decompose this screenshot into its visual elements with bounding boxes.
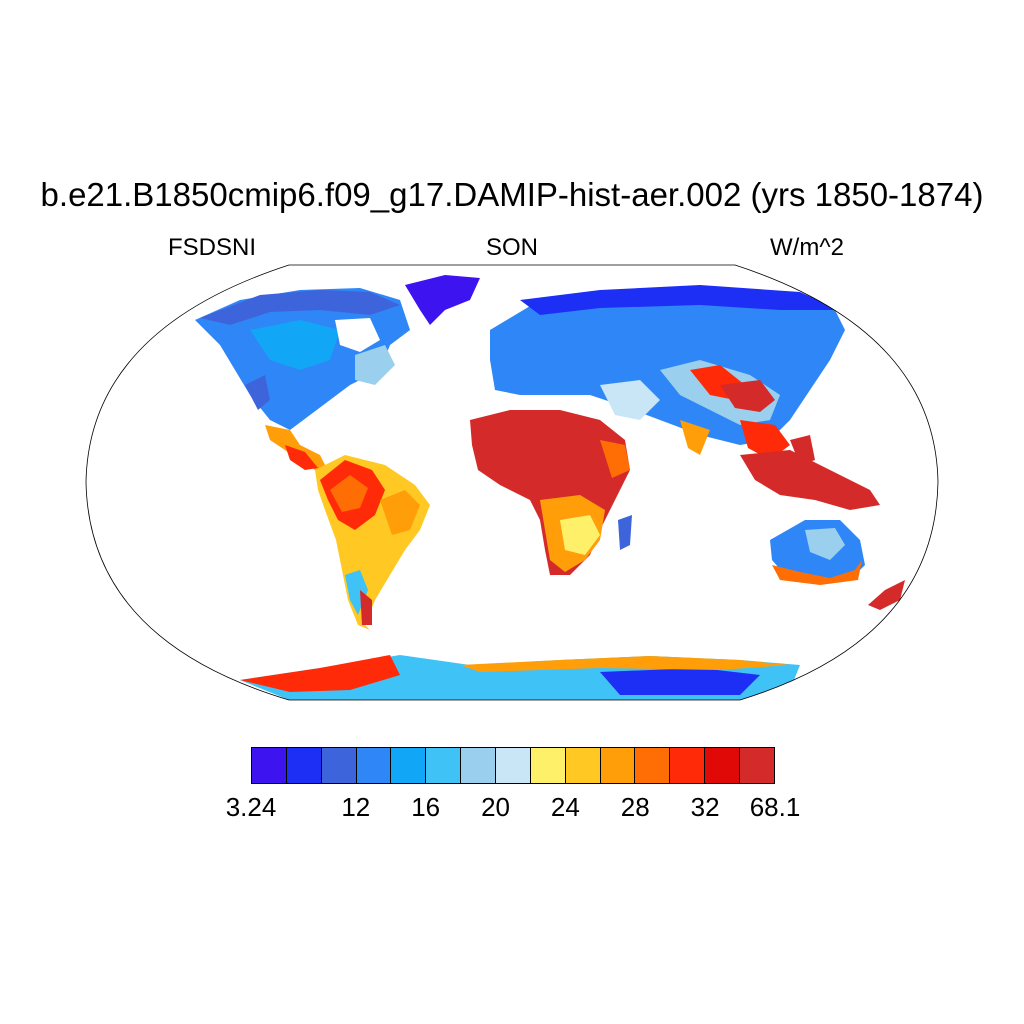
greenland xyxy=(405,275,480,325)
north-america xyxy=(195,288,410,475)
colorbar-box xyxy=(286,748,322,783)
colorbar-tick-label: 24 xyxy=(550,792,580,822)
colorbar-box xyxy=(600,748,636,783)
colorbar-box xyxy=(705,748,741,783)
australia xyxy=(770,520,865,585)
map-boundary xyxy=(85,264,939,701)
colorbar-tick-label: 28 xyxy=(620,792,650,822)
south-america xyxy=(315,455,430,630)
colorbar xyxy=(251,747,775,784)
colorbar-box xyxy=(565,748,601,783)
colorbar-box xyxy=(670,748,706,783)
colorbar-box xyxy=(321,748,357,783)
colorbar-box xyxy=(496,748,531,783)
units-label: W/m^2 xyxy=(770,234,844,261)
colorbar-box xyxy=(252,748,287,783)
season-label: SON xyxy=(485,234,538,261)
colorbar-tick-label: 16 xyxy=(411,792,441,822)
colorbar-tick-label: 3.24 xyxy=(225,792,277,822)
maritime-southeast-asia xyxy=(740,435,880,510)
eurasia xyxy=(490,285,845,460)
colorbar-tick-label: 68.1 xyxy=(749,792,801,822)
colorbar-tick-label: 32 xyxy=(690,792,720,822)
new-zealand xyxy=(868,580,905,610)
map-title: b.e21.B1850cmip6.f09_g17.DAMIP-hist-aer.… xyxy=(40,176,984,213)
colorbar-box xyxy=(356,748,392,783)
colorbar-box xyxy=(426,748,462,783)
colorbar-box xyxy=(635,748,671,783)
colorbar-tick-label: 12 xyxy=(341,792,371,822)
colorbar-box xyxy=(530,748,566,783)
colorbar-box xyxy=(461,748,497,783)
colorbar-tick-label: 20 xyxy=(481,792,510,822)
colorbar-box xyxy=(740,748,774,783)
variable-label: FSDSNI xyxy=(168,234,257,261)
antarctica xyxy=(240,655,800,700)
colorbar-box xyxy=(391,748,427,783)
africa xyxy=(470,410,632,575)
colorbar-ticks: 3.24 12 16 20 24 28 32 68.1 xyxy=(0,792,1024,822)
